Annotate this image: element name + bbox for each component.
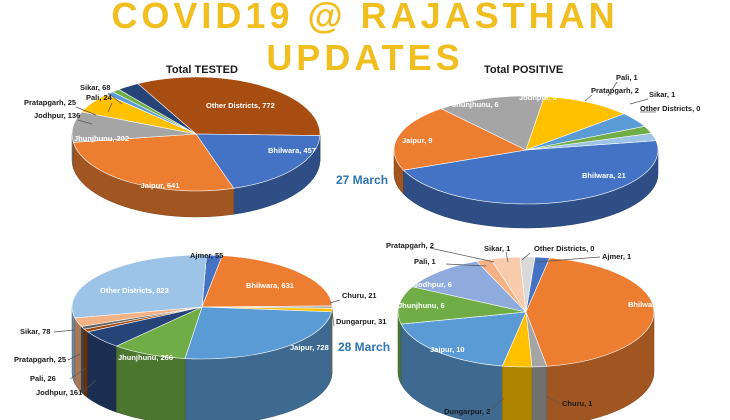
pie-slice-jhunjhunu <box>397 286 527 325</box>
data-label-other-districts: Other Districts, 0 <box>640 104 700 113</box>
leader-line-pali <box>107 102 113 113</box>
leader-line-jodhpur <box>77 119 93 125</box>
data-label-jhunjhunu: Jhunjhunu, 6 <box>452 100 499 109</box>
leader-line-jodhpur <box>81 379 97 394</box>
data-label-sikar: Sikar, 68 <box>80 83 110 92</box>
pie-slice-bhilwara <box>402 140 659 205</box>
pie-slice-jaipur <box>184 306 332 360</box>
data-label-jaipur: Jaipur, 641 <box>141 181 180 190</box>
data-label-jhunjhunu: Jhunjhunu, 6 <box>398 301 445 310</box>
data-label-dungarpur: Dungarpur, 2 <box>444 407 490 416</box>
header-title-line2: UPDATES <box>266 37 464 78</box>
data-label-churu: Churu, 1 <box>562 399 592 408</box>
pie-slice-other-districts <box>137 76 321 136</box>
pie-slice-jaipur <box>72 133 235 192</box>
data-label-other-districts: Other Districts, 0 <box>534 244 594 253</box>
data-label-jaipur: Jaipur, 9 <box>402 136 432 145</box>
leader-line-sikar <box>505 251 509 263</box>
leader-line-sikar <box>107 92 123 105</box>
leader-line-pratapgarh <box>429 247 495 263</box>
data-label-other-districts: Other Districts, 823 <box>100 286 169 295</box>
pie-slice-jaipur <box>393 108 527 171</box>
data-label-bhilwara: Bhilwara, 21 <box>582 171 626 180</box>
pie-slice-jaipur <box>400 311 527 367</box>
data-label-pali: Pali, 1 <box>414 257 436 266</box>
pie-slice-sikar <box>118 83 197 135</box>
data-label-dungarpur: Dungarpur, 31 <box>336 317 386 326</box>
data-label-ajmer: Ajmer, 1 <box>602 252 631 261</box>
leader-line-sikar <box>53 329 75 333</box>
data-label-pratapgarh: Pratapgarh, 25 <box>24 98 76 107</box>
data-label-sikar: Sikar, 1 <box>649 90 675 99</box>
data-label-pratapgarh: Pratapgarh, 25 <box>14 355 66 364</box>
data-label-bhilwara: Bhilwara, 631 <box>246 281 294 290</box>
data-label-jaipur: Jaipur, 10 <box>430 345 465 354</box>
pie-slice-other-districts <box>71 254 207 319</box>
pie-side-pratapgarh <box>81 325 85 396</box>
leader-line-pali <box>607 81 618 97</box>
leader-line-sikar <box>629 98 649 105</box>
data-label-jaipur: Jaipur, 728 <box>290 343 329 352</box>
data-label-pali: Pali, 26 <box>30 374 56 383</box>
data-label-bhilwara: Bhilwara, 457 <box>268 146 316 155</box>
data-label-sikar: Sikar, 1 <box>484 244 510 253</box>
data-label-jhunjhunu: Jhunjhunu, 266 <box>118 353 173 362</box>
date-label-27-march: 27 March <box>336 173 389 187</box>
pie-slice-jodhpur <box>411 260 527 313</box>
header-title-line1: COVID19 @ RAJASTHAN <box>111 0 619 36</box>
leader-line-churu <box>545 395 561 405</box>
pie-slice-bhilwara <box>195 133 321 189</box>
pie-slice-jhunjhunu <box>440 95 545 151</box>
data-label-pratapgarh: Pratapgarh, 2 <box>591 86 639 95</box>
pie-slice-sikar <box>525 132 657 151</box>
pie-slice-jhunjhunu <box>115 306 203 359</box>
leader-line-ajmer <box>205 259 211 265</box>
data-label-jhunjhunu: Jhunjhunu, 202 <box>74 134 129 143</box>
chart-title-positive: Total POSITIVE <box>484 64 564 76</box>
data-label-pali: Pali, 24 <box>86 93 113 102</box>
data-label-ajmer: Ajmer, 55 <box>190 251 223 260</box>
leader-line-dungarpur <box>331 309 335 327</box>
pie-side-churu <box>531 366 548 420</box>
pie-side-dungarpur <box>502 365 533 420</box>
leader-line-pratapgarh <box>67 353 81 361</box>
leader-line-pali <box>445 263 487 267</box>
pie-slice-jodhpur <box>525 96 625 151</box>
data-label-sikar: Sikar, 78 <box>20 327 50 336</box>
leader-line-churu <box>329 299 341 304</box>
data-label-jodhpur: Jodhpur, 5 <box>519 93 557 102</box>
chart-title-tested: Total TESTED <box>166 64 238 76</box>
data-label-jodhpur: Jodhpur, 136 <box>34 111 80 120</box>
data-label-pali: Pali, 1 <box>616 73 638 82</box>
data-label-pratapgarh: Pratapgarh, 2 <box>386 241 434 250</box>
leader-line-pali <box>69 367 87 380</box>
pie-slice-bhilwara <box>201 255 333 308</box>
leader-line-pratapgarh <box>584 94 593 102</box>
data-label-jodhpur: Jodhpur, 161 <box>36 388 82 397</box>
data-label-jodhpur: Jodhpur, 6 <box>414 280 452 289</box>
pie-slice-sikar <box>519 256 536 313</box>
leader-line-pratapgarh <box>75 106 97 116</box>
date-label-28-march: 28 March <box>338 340 391 354</box>
pie-side-pali <box>84 328 88 399</box>
data-label-other-districts: Other Districts, 772 <box>206 101 275 110</box>
pie-side-other-districts <box>71 306 76 385</box>
data-label-churu: Churu, 21 <box>342 291 377 300</box>
leader-line-ajmer <box>535 256 601 263</box>
data-label-bhilwara: Bhilwara, 24 <box>628 300 673 309</box>
pie-slice-bhilwara <box>525 257 655 367</box>
leader-line-dungarpur <box>489 397 505 412</box>
leader-line-other-districts <box>521 252 531 261</box>
